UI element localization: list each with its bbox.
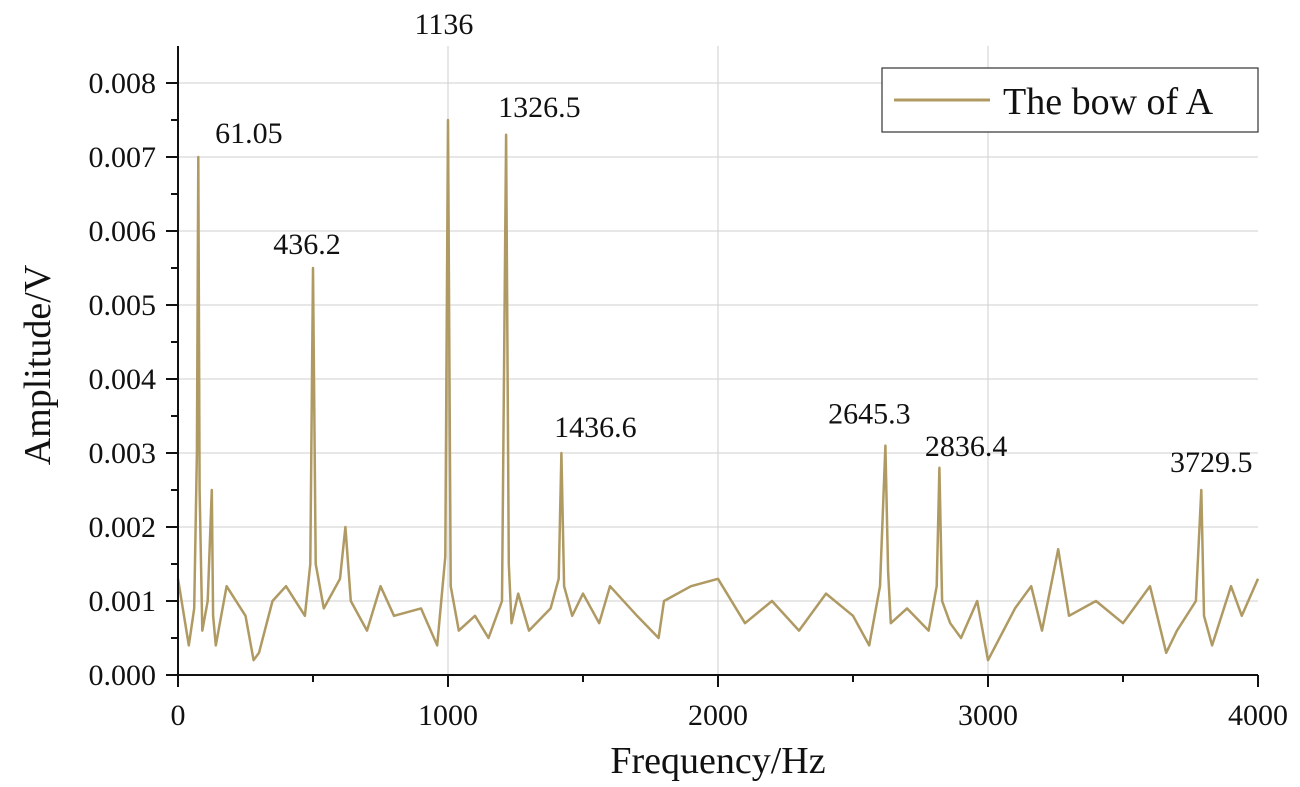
x-tick-label: 1000 [418, 699, 478, 732]
x-axis-label: Frequency/Hz [610, 740, 825, 782]
y-tick-label: 0.003 [89, 437, 157, 470]
peak-label: 2836.4 [925, 430, 1008, 463]
y-tick-label: 0.004 [89, 363, 157, 396]
legend-label: The bow of A [1003, 81, 1214, 123]
x-tick-label: 3000 [958, 699, 1018, 732]
x-tick-label: 2000 [688, 699, 748, 732]
y-tick-label: 0.001 [89, 585, 157, 618]
x-tick-label: 4000 [1228, 699, 1288, 732]
peak-label: 3729.5 [1170, 446, 1253, 479]
grid-lines [178, 46, 1258, 675]
peak-label: 2645.3 [828, 398, 911, 431]
peak-label: 1136 [415, 8, 474, 41]
axes: 0 1000 2000 3000 4000 0.000 0.001 0.002 0.003 0.0… [89, 46, 1288, 732]
series-line [176, 118, 1260, 662]
peak-label: 1326.5 [498, 91, 581, 124]
y-axis-label: Amplitude/V [17, 264, 59, 465]
y-tick-label: 0.005 [89, 289, 157, 322]
y-tick-label: 0.002 [89, 511, 157, 544]
y-tick-label: 0.000 [89, 659, 157, 692]
peak-annotations: 61.05 436.2 1136 1326.5 1436.6 2645.3 2836.4 37… [215, 8, 1252, 479]
peak-label: 1436.6 [554, 411, 637, 444]
x-tick-label: 0 [171, 699, 186, 732]
y-tick-label: 0.007 [89, 141, 157, 174]
y-tick-label: 0.008 [89, 67, 157, 100]
legend: The bow of A [881, 67, 1259, 133]
peak-label: 436.2 [273, 228, 341, 261]
y-tick-label: 0.006 [89, 215, 157, 248]
peak-label: 61.05 [215, 117, 283, 150]
series-layer [176, 118, 1260, 662]
